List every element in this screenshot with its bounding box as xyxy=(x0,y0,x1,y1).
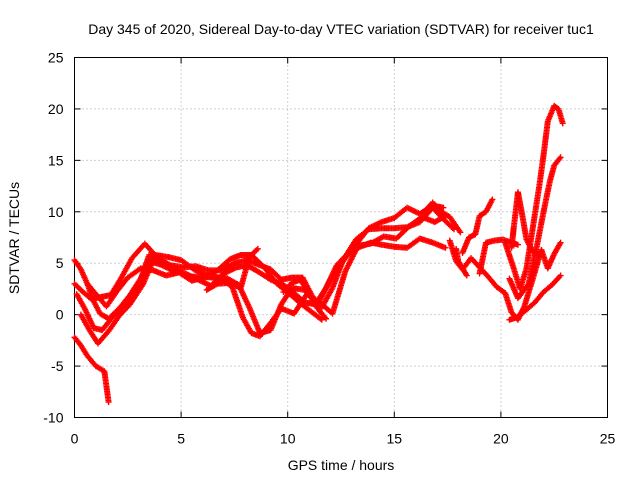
x-tick-label: 20 xyxy=(493,431,509,447)
data-point xyxy=(442,244,449,251)
y-axis-label: SDTVAR / TECUs xyxy=(6,182,22,294)
y-tick-label: -10 xyxy=(43,410,63,426)
data-point xyxy=(318,316,325,323)
y-tick-labels: -10 -5 0 5 10 15 20 25 xyxy=(43,50,63,426)
axis-ticks xyxy=(74,57,608,418)
series-track-12 xyxy=(476,236,521,277)
series-track-17 xyxy=(203,245,261,293)
x-tick-label: 0 xyxy=(71,431,79,447)
data-point xyxy=(463,272,470,279)
data-point xyxy=(557,239,564,246)
x-axis-label: GPS time / hours xyxy=(288,457,395,473)
data-point xyxy=(559,120,566,127)
data-point xyxy=(514,241,521,248)
data-point xyxy=(536,250,543,257)
data-point xyxy=(440,204,447,211)
series-track-11 xyxy=(508,189,543,257)
data-point xyxy=(557,154,564,161)
chart-title: Day 345 of 2020, Sidereal Day-to-day VTE… xyxy=(88,21,594,37)
data-point xyxy=(254,245,261,252)
x-tick-label: 25 xyxy=(600,431,616,447)
y-tick-label: 10 xyxy=(48,204,64,220)
data-point xyxy=(323,315,330,322)
series-track-14 xyxy=(421,199,464,236)
y-tick-label: 15 xyxy=(48,152,64,168)
x-tick-labels: 0 5 10 15 20 25 xyxy=(71,431,616,447)
data-point xyxy=(489,196,496,203)
data-point xyxy=(457,229,464,236)
series-track-15 xyxy=(453,245,470,279)
plot-frame xyxy=(74,57,608,418)
data-point xyxy=(105,399,112,406)
y-tick-label: 0 xyxy=(56,307,64,323)
x-tick-label: 10 xyxy=(280,431,296,447)
series-track-4 xyxy=(73,202,447,337)
series-track-10 xyxy=(506,272,564,323)
x-tick-label: 15 xyxy=(387,431,403,447)
series-track-1 xyxy=(71,334,112,406)
x-tick-label: 5 xyxy=(177,431,185,447)
series-track-16 xyxy=(280,276,330,322)
series-track-6 xyxy=(84,251,325,323)
series-track-5 xyxy=(77,212,449,347)
y-tick-label: 25 xyxy=(48,50,64,66)
series-track-13 xyxy=(459,196,496,256)
data-points xyxy=(71,102,566,406)
y-tick-label: 5 xyxy=(56,255,64,271)
y-tick-label: 20 xyxy=(48,101,64,117)
y-tick-label: -5 xyxy=(51,358,64,374)
data-point xyxy=(557,272,564,279)
